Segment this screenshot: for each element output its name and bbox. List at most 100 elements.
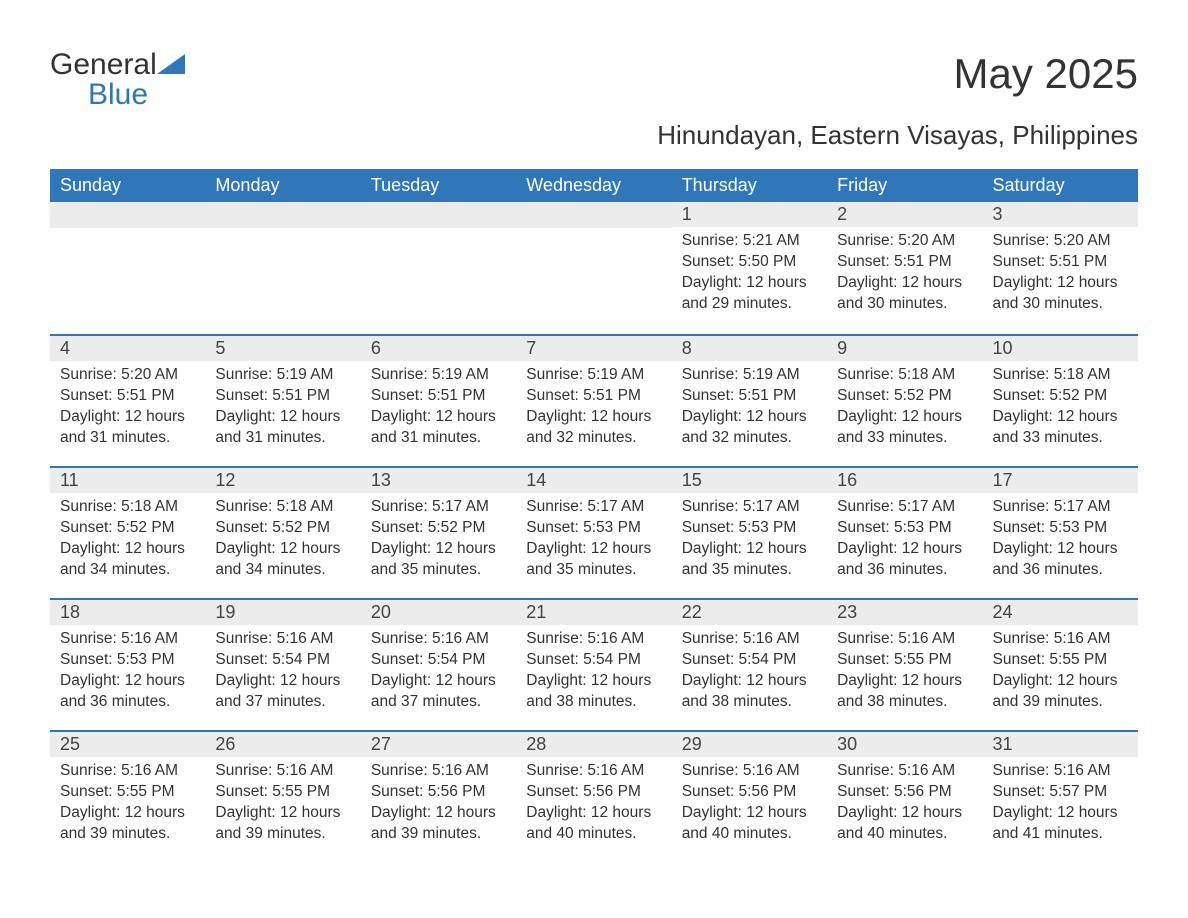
daylight-text-1: Daylight: 12 hours: [371, 803, 506, 824]
sunset-text: Sunset: 5:51 PM: [993, 252, 1128, 273]
day-number: 21: [516, 598, 671, 625]
daylight-text-2: and 33 minutes.: [837, 428, 972, 449]
daylight-text-2: and 39 minutes.: [60, 824, 195, 845]
daylight-text-1: Daylight: 12 hours: [837, 803, 972, 824]
calendar-cell: 13Sunrise: 5:17 AMSunset: 5:52 PMDayligh…: [361, 466, 516, 598]
day-number: 31: [983, 730, 1138, 757]
sunrise-text: Sunrise: 5:17 AM: [371, 497, 506, 518]
day-number: 8: [672, 334, 827, 361]
calendar-cell: 11Sunrise: 5:18 AMSunset: 5:52 PMDayligh…: [50, 466, 205, 598]
calendar-cell: 30Sunrise: 5:16 AMSunset: 5:56 PMDayligh…: [827, 730, 982, 862]
calendar-cell: 25Sunrise: 5:16 AMSunset: 5:55 PMDayligh…: [50, 730, 205, 862]
daylight-text-1: Daylight: 12 hours: [837, 273, 972, 294]
sunrise-text: Sunrise: 5:17 AM: [682, 497, 817, 518]
day-details: Sunrise: 5:20 AMSunset: 5:51 PMDaylight:…: [50, 361, 205, 457]
empty-day-bar: [205, 202, 360, 228]
sunset-text: Sunset: 5:54 PM: [526, 650, 661, 671]
daylight-text-2: and 38 minutes.: [837, 692, 972, 713]
day-number: 25: [50, 730, 205, 757]
daylight-text-1: Daylight: 12 hours: [215, 539, 350, 560]
day-number: 22: [672, 598, 827, 625]
daylight-text-2: and 31 minutes.: [60, 428, 195, 449]
daylight-text-1: Daylight: 12 hours: [526, 539, 661, 560]
sunset-text: Sunset: 5:52 PM: [993, 386, 1128, 407]
calendar-cell: [205, 202, 360, 334]
day-details: Sunrise: 5:16 AMSunset: 5:56 PMDaylight:…: [516, 757, 671, 853]
day-number: 24: [983, 598, 1138, 625]
day-number: 28: [516, 730, 671, 757]
daylight-text-2: and 33 minutes.: [993, 428, 1128, 449]
sunrise-text: Sunrise: 5:16 AM: [526, 761, 661, 782]
day-details: Sunrise: 5:16 AMSunset: 5:54 PMDaylight:…: [672, 625, 827, 721]
day-header: Wednesday: [516, 169, 671, 202]
daylight-text-2: and 36 minutes.: [993, 560, 1128, 581]
sunset-text: Sunset: 5:50 PM: [682, 252, 817, 273]
calendar-table: Sunday Monday Tuesday Wednesday Thursday…: [50, 169, 1138, 862]
sunset-text: Sunset: 5:55 PM: [60, 782, 195, 803]
day-number: 16: [827, 466, 982, 493]
calendar-cell: 22Sunrise: 5:16 AMSunset: 5:54 PMDayligh…: [672, 598, 827, 730]
daylight-text-1: Daylight: 12 hours: [215, 803, 350, 824]
day-details: Sunrise: 5:17 AMSunset: 5:53 PMDaylight:…: [827, 493, 982, 589]
sunset-text: Sunset: 5:56 PM: [371, 782, 506, 803]
day-details: Sunrise: 5:18 AMSunset: 5:52 PMDaylight:…: [50, 493, 205, 589]
calendar-cell: 12Sunrise: 5:18 AMSunset: 5:52 PMDayligh…: [205, 466, 360, 598]
day-details: Sunrise: 5:21 AMSunset: 5:50 PMDaylight:…: [672, 227, 827, 323]
empty-day-bar: [361, 202, 516, 228]
daylight-text-1: Daylight: 12 hours: [215, 407, 350, 428]
day-details: Sunrise: 5:20 AMSunset: 5:51 PMDaylight:…: [827, 227, 982, 323]
day-number: 17: [983, 466, 1138, 493]
calendar-cell: 15Sunrise: 5:17 AMSunset: 5:53 PMDayligh…: [672, 466, 827, 598]
day-details: Sunrise: 5:20 AMSunset: 5:51 PMDaylight:…: [983, 227, 1138, 323]
daylight-text-1: Daylight: 12 hours: [682, 539, 817, 560]
sunrise-text: Sunrise: 5:16 AM: [215, 629, 350, 650]
daylight-text-2: and 36 minutes.: [837, 560, 972, 581]
day-details: Sunrise: 5:16 AMSunset: 5:55 PMDaylight:…: [983, 625, 1138, 721]
calendar-cell: 9Sunrise: 5:18 AMSunset: 5:52 PMDaylight…: [827, 334, 982, 466]
day-details: Sunrise: 5:16 AMSunset: 5:57 PMDaylight:…: [983, 757, 1138, 853]
day-number: 6: [361, 334, 516, 361]
sunrise-text: Sunrise: 5:16 AM: [837, 761, 972, 782]
day-details: Sunrise: 5:19 AMSunset: 5:51 PMDaylight:…: [672, 361, 827, 457]
day-number: 15: [672, 466, 827, 493]
daylight-text-1: Daylight: 12 hours: [682, 803, 817, 824]
empty-day-bar: [50, 202, 205, 228]
calendar-cell: 3Sunrise: 5:20 AMSunset: 5:51 PMDaylight…: [983, 202, 1138, 334]
day-details: Sunrise: 5:18 AMSunset: 5:52 PMDaylight:…: [983, 361, 1138, 457]
calendar-week-row: 18Sunrise: 5:16 AMSunset: 5:53 PMDayligh…: [50, 598, 1138, 730]
sunrise-text: Sunrise: 5:18 AM: [993, 365, 1128, 386]
sunset-text: Sunset: 5:53 PM: [682, 518, 817, 539]
sunrise-text: Sunrise: 5:16 AM: [371, 629, 506, 650]
sunset-text: Sunset: 5:55 PM: [215, 782, 350, 803]
sunset-text: Sunset: 5:51 PM: [682, 386, 817, 407]
daylight-text-2: and 40 minutes.: [837, 824, 972, 845]
calendar-cell: 5Sunrise: 5:19 AMSunset: 5:51 PMDaylight…: [205, 334, 360, 466]
location-subtitle: Hinundayan, Eastern Visayas, Philippines: [50, 120, 1138, 151]
sunset-text: Sunset: 5:53 PM: [837, 518, 972, 539]
sunrise-text: Sunrise: 5:16 AM: [993, 629, 1128, 650]
day-number: 23: [827, 598, 982, 625]
day-number: 2: [827, 202, 982, 227]
daylight-text-1: Daylight: 12 hours: [993, 539, 1128, 560]
sunset-text: Sunset: 5:53 PM: [60, 650, 195, 671]
day-number: 30: [827, 730, 982, 757]
day-details: Sunrise: 5:17 AMSunset: 5:52 PMDaylight:…: [361, 493, 516, 589]
daylight-text-2: and 38 minutes.: [526, 692, 661, 713]
daylight-text-2: and 38 minutes.: [682, 692, 817, 713]
day-details: Sunrise: 5:17 AMSunset: 5:53 PMDaylight:…: [672, 493, 827, 589]
calendar-week-row: 1Sunrise: 5:21 AMSunset: 5:50 PMDaylight…: [50, 202, 1138, 334]
daylight-text-2: and 39 minutes.: [215, 824, 350, 845]
day-details: Sunrise: 5:19 AMSunset: 5:51 PMDaylight:…: [205, 361, 360, 457]
daylight-text-1: Daylight: 12 hours: [837, 539, 972, 560]
daylight-text-1: Daylight: 12 hours: [526, 803, 661, 824]
daylight-text-1: Daylight: 12 hours: [526, 671, 661, 692]
empty-day-bar: [516, 202, 671, 228]
sunrise-text: Sunrise: 5:19 AM: [682, 365, 817, 386]
day-number: 29: [672, 730, 827, 757]
day-details: Sunrise: 5:19 AMSunset: 5:51 PMDaylight:…: [361, 361, 516, 457]
calendar-cell: 29Sunrise: 5:16 AMSunset: 5:56 PMDayligh…: [672, 730, 827, 862]
day-details: Sunrise: 5:16 AMSunset: 5:55 PMDaylight:…: [50, 757, 205, 853]
day-details: Sunrise: 5:19 AMSunset: 5:51 PMDaylight:…: [516, 361, 671, 457]
sunset-text: Sunset: 5:52 PM: [837, 386, 972, 407]
calendar-week-row: 11Sunrise: 5:18 AMSunset: 5:52 PMDayligh…: [50, 466, 1138, 598]
